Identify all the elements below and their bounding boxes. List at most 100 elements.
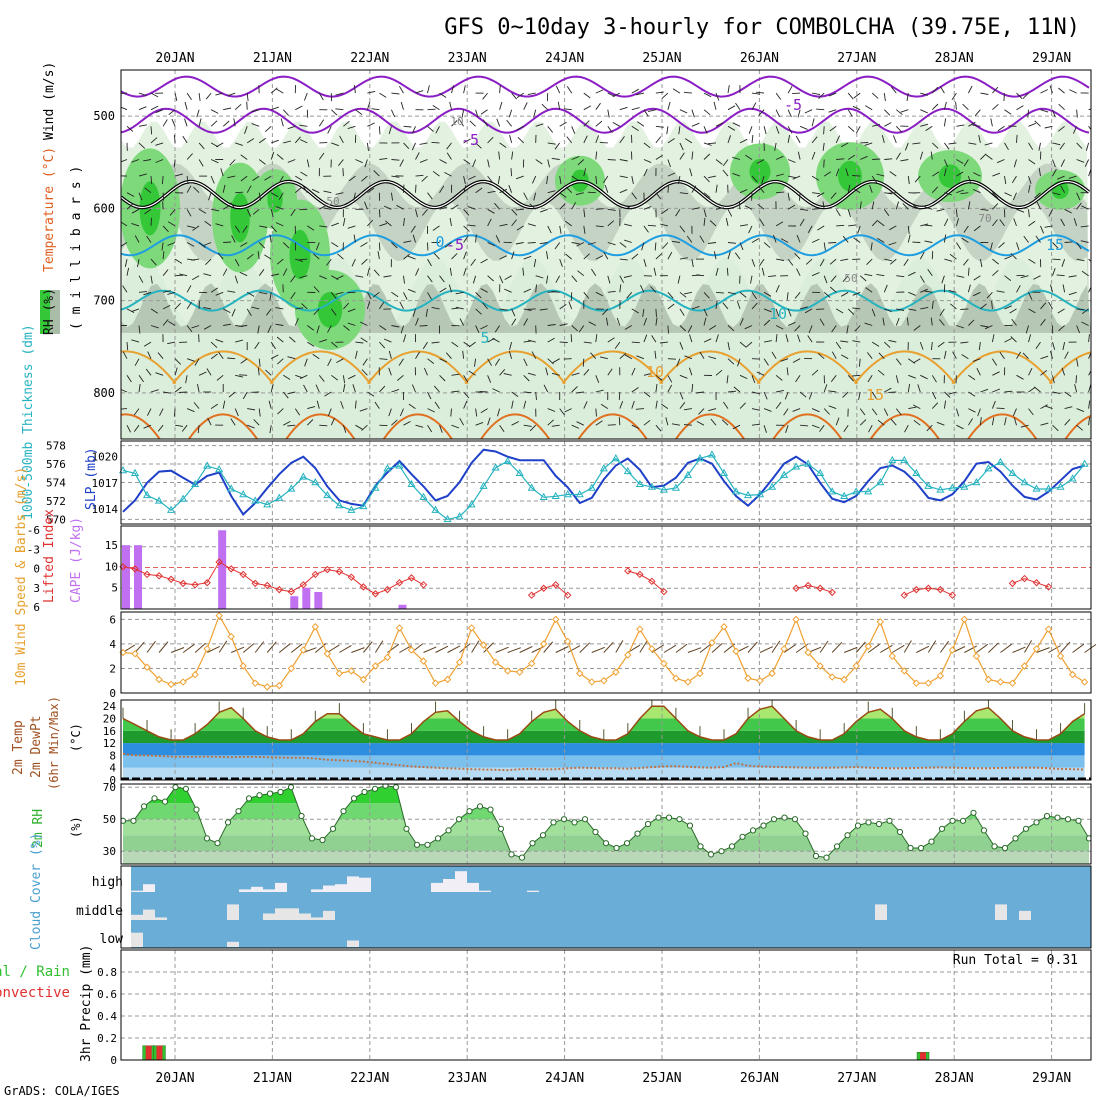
thickness-axis-label: 1000-500mb Thickness (dm) xyxy=(21,324,36,520)
upper-wind-barb xyxy=(388,126,392,135)
upper-wind-barb xyxy=(234,275,239,284)
upper-wind-barb xyxy=(463,251,467,260)
upper-wind-barb xyxy=(131,159,140,163)
upper-wind-barb xyxy=(960,341,969,344)
upper-wind-barb xyxy=(739,402,746,409)
upper-wind-barb xyxy=(1057,175,1065,180)
upper-wind-barb xyxy=(776,191,785,194)
upper-wind-barb xyxy=(943,168,947,177)
upper-wind-barb xyxy=(852,307,861,310)
upper-wind-barb xyxy=(173,408,176,417)
surface-barb xyxy=(903,640,912,653)
upper-wind-barb xyxy=(565,220,572,227)
upper-wind-barb xyxy=(775,173,784,177)
surface-barb xyxy=(687,647,702,653)
upper-wind-barb xyxy=(785,334,789,343)
temp-contour-10 xyxy=(121,289,1090,312)
upper-wind-barb xyxy=(307,406,316,410)
wind-speed-marker xyxy=(684,678,692,686)
upper-wind-barb xyxy=(210,287,219,293)
temp-contour-20 xyxy=(382,413,453,439)
upper-wind-barb xyxy=(848,224,857,227)
upper-wind-barb xyxy=(978,135,981,143)
upper-wind-barb xyxy=(775,334,778,343)
upper-wind-barb xyxy=(920,306,929,310)
upper-wind-barb xyxy=(829,258,837,265)
upper-wind-barb xyxy=(571,202,576,210)
lifted-index-marker xyxy=(407,574,416,582)
upper-wind-barb xyxy=(939,308,945,316)
rh-marker xyxy=(875,820,883,828)
thickness-marker xyxy=(623,466,632,475)
lifted-index-marker xyxy=(660,588,668,596)
thickness-marker xyxy=(527,483,536,491)
tick-label: 0.8 xyxy=(97,966,117,979)
upper-wind-barb xyxy=(523,400,527,409)
upper-wind-barb xyxy=(565,186,573,194)
upper-wind-barb xyxy=(828,109,837,113)
upper-wind-barb xyxy=(756,371,765,376)
upper-wind-barb xyxy=(943,101,947,110)
upper-wind-barb xyxy=(184,101,188,110)
upper-wind-barb xyxy=(541,103,549,111)
upper-wind-barb xyxy=(432,105,440,111)
thickness-marker xyxy=(359,501,368,510)
upper-wind-barb xyxy=(373,269,380,277)
top-day-label: 24JAN xyxy=(545,51,584,66)
surface-barb xyxy=(543,641,554,653)
upper-wind-barb xyxy=(913,325,921,331)
upper-wind-barb xyxy=(327,358,332,367)
upper-wind-barb xyxy=(739,318,744,326)
upper-wind-barb xyxy=(812,192,821,195)
upper-wind-barb xyxy=(631,253,639,260)
upper-wind-barb xyxy=(198,334,200,343)
upper-wind-barb xyxy=(991,400,996,409)
upper-wind-barb xyxy=(643,109,649,117)
upper-wind-barb xyxy=(943,218,949,227)
upper-wind-barb xyxy=(439,275,445,283)
upper-wind-barb xyxy=(1068,175,1077,179)
thickness-marker xyxy=(395,461,404,469)
thickness-marker xyxy=(491,463,500,471)
thickness-marker xyxy=(287,484,296,492)
upper-wind-barb xyxy=(931,86,939,94)
upper-wind-barb xyxy=(889,171,897,177)
upper-wind-barb xyxy=(252,208,260,215)
upper-wind-barb xyxy=(244,126,248,134)
upper-wind-barb xyxy=(956,171,964,177)
rh-marker xyxy=(497,825,505,832)
wind-speed-marker xyxy=(1008,679,1017,687)
upper-wind-barb xyxy=(559,176,562,185)
rh-marker xyxy=(550,819,557,826)
upper-wind-barb xyxy=(427,192,433,200)
cape-bar xyxy=(398,604,407,609)
upper-wind-barb xyxy=(721,419,729,426)
upper-wind-barb xyxy=(919,341,924,350)
rh-legend-swatch-gray xyxy=(50,290,60,334)
upper-wind-barb xyxy=(996,407,1005,410)
upper-wind-barb xyxy=(751,92,761,95)
upper-wind-barb xyxy=(836,158,845,160)
upper-wind-barb xyxy=(972,358,981,362)
upper-wind-barb xyxy=(1034,386,1041,393)
upper-wind-barb xyxy=(616,317,621,326)
upper-wind-barb xyxy=(635,92,644,96)
upper-wind-barb xyxy=(215,92,224,96)
upper-wind-barb xyxy=(270,225,277,233)
upper-wind-barb xyxy=(379,358,388,360)
wind-speed-marker xyxy=(539,640,548,648)
upper-wind-barb xyxy=(884,192,893,195)
upper-wind-barb xyxy=(399,301,404,310)
upper-wind-barb xyxy=(823,275,828,284)
upper-wind-barb xyxy=(582,358,585,367)
lifted-index-marker xyxy=(347,573,356,581)
wind-speed-marker xyxy=(155,675,163,684)
upper-wind-barb xyxy=(763,291,772,297)
upper-wind-barb xyxy=(952,351,957,359)
upper-wind-barb xyxy=(913,205,921,210)
upper-wind-barb xyxy=(407,288,416,293)
upper-wind-barb xyxy=(847,125,855,132)
upper-wind-barb xyxy=(816,308,825,310)
upper-wind-barb xyxy=(336,358,344,363)
